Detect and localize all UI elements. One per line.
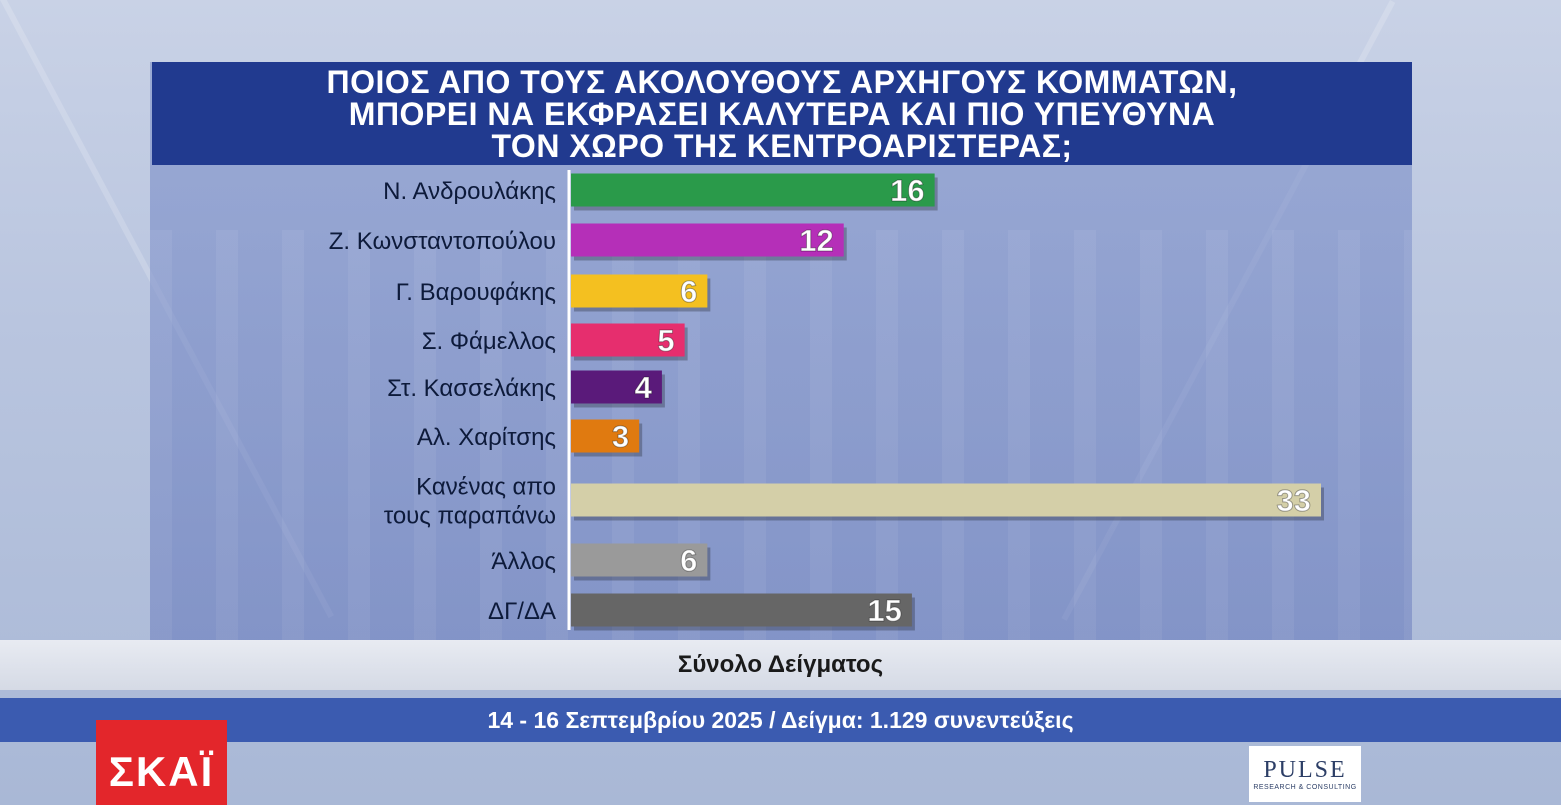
date-label: 14 - 16 Σεπτεμβρίου 2025 / Δείγμα: 1.129… — [487, 706, 1074, 733]
bar — [571, 593, 912, 627]
category-label: Γ. Βαρουφάκης — [396, 279, 556, 306]
bar — [571, 419, 640, 453]
pollster-logo-text: PULSE — [1263, 757, 1347, 783]
bar — [571, 483, 1321, 517]
category-label: Σ. Φάμελλος — [422, 328, 556, 355]
category-label: Άλλος — [491, 548, 556, 575]
category-label: Ν. Ανδρουλάκης — [383, 178, 556, 205]
bar-value-label: 5 — [657, 323, 674, 358]
bar-value-label: 4 — [635, 370, 653, 405]
category-label: Ζ. Κωνσταντοπούλου — [329, 228, 556, 255]
bar-value-label: 16 — [890, 173, 924, 208]
category-label: τους παραπάνω — [384, 503, 556, 530]
bar — [571, 323, 685, 357]
title-line: ΠΟΙΟΣ ΑΠΟ ΤΟΥΣ ΑΚΟΛΟΥΘΟΥΣ ΑΡΧΗΓΟΥΣ ΚΟΜΜΑ… — [326, 63, 1238, 100]
bar-value-label: 12 — [799, 223, 833, 258]
bar-value-label: 6 — [680, 543, 697, 578]
bar — [571, 173, 935, 207]
category-label: Κανένας απο — [416, 474, 556, 501]
category-label: Στ. Κασσελάκης — [387, 375, 556, 402]
bar — [571, 223, 844, 257]
channel-logo-text: ΣΚΑΪ — [108, 747, 215, 795]
category-label: Αλ. Χαρίτσης — [417, 424, 556, 451]
bar-value-label: 3 — [612, 419, 629, 454]
bar — [571, 274, 708, 308]
title-line: ΜΠΟΡΕΙ ΝΑ ΕΚΦΡΑΣΕΙ ΚΑΛΥΤΕΡΑ ΚΑΙ ΠΙΟ ΥΠΕΥ… — [348, 95, 1216, 132]
channel-logo: ΣΚΑΪ — [96, 720, 227, 805]
category-label: ΔΓ/ΔΑ — [488, 598, 556, 625]
background-building — [150, 230, 1412, 640]
bar — [571, 543, 708, 577]
date-band: 14 - 16 Σεπτεμβρίου 2025 / Δείγμα: 1.129… — [0, 698, 1561, 742]
sample-label: Σύνολο Δείγματος — [677, 651, 884, 678]
pollster-logo-subtext: RESEARCH & CONSULTING — [1253, 784, 1357, 791]
bar-value-label: 6 — [680, 274, 697, 309]
chart-title: ΠΟΙΟΣ ΑΠΟ ΤΟΥΣ ΑΚΟΛΟΥΘΟΥΣ ΑΡΧΗΓΟΥΣ ΚΟΜΜΑ… — [152, 62, 1412, 165]
bar-value-label: 33 — [1277, 483, 1311, 518]
sample-band: Σύνολο Δείγματος — [0, 640, 1561, 690]
bar — [571, 370, 662, 404]
bar-value-label: 15 — [867, 593, 901, 628]
pollster-logo: PULSE RESEARCH & CONSULTING — [1249, 746, 1361, 802]
title-line: ΤΟΝ ΧΩΡΟ ΤΗΣ ΚΕΝΤΡΟΑΡΙΣΤΕΡΑΣ; — [491, 127, 1073, 164]
